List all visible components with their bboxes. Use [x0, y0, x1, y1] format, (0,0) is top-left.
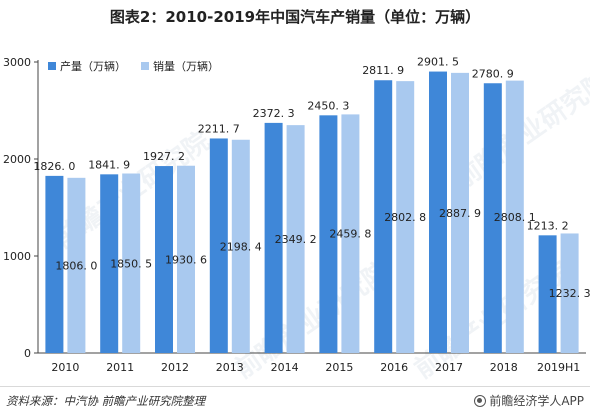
data-label-sales: 2802. 8: [384, 211, 426, 224]
legend-label: 产量（万辆）: [60, 59, 126, 73]
x-tick-label: 2019H1: [537, 361, 580, 374]
bar-sales: [341, 114, 360, 353]
data-label-production: 1841. 9: [88, 158, 130, 171]
data-label-sales: 2887. 9: [439, 207, 481, 220]
x-tick-label: 2017: [435, 361, 463, 374]
x-tick-label: 2015: [325, 361, 353, 374]
data-label-production: 1927. 2: [143, 150, 185, 163]
qianzhan-logo-icon: [474, 394, 487, 407]
bar-sales: [177, 165, 195, 353]
bar-production: [209, 138, 228, 353]
data-label-production: 1826. 0: [33, 160, 75, 173]
data-label-sales: 2198. 4: [220, 240, 262, 253]
bar-sales: [122, 173, 141, 353]
x-tick-label: 2013: [216, 361, 244, 374]
legend-label: 销量（万辆）: [153, 59, 219, 73]
x-tick-label: 2010: [51, 361, 79, 374]
legend-swatch: [48, 62, 56, 70]
data-label-production: 1213. 2: [527, 219, 569, 232]
x-tick-label: 2014: [271, 361, 299, 374]
bar-production: [45, 175, 64, 353]
bar-sales: [505, 80, 524, 353]
data-label-sales: 2349. 2: [275, 233, 317, 246]
data-label-production: 2780. 9: [472, 67, 514, 80]
bar-chart: 0 1000 2000 3000 1826. 0 1806. 0 2010 1841. 9 18…: [3, 56, 590, 374]
x-tick-label: 2012: [161, 361, 189, 374]
bar-sales: [396, 81, 415, 353]
bar-production: [100, 174, 119, 353]
data-label-production: 2811. 9: [362, 64, 404, 77]
bar-production: [429, 71, 447, 353]
legend-swatch: [141, 62, 149, 70]
bar-production: [374, 80, 393, 353]
data-label-production: 2901. 5: [417, 56, 459, 69]
bar-sales: [67, 177, 86, 353]
bar-sales: [231, 139, 250, 353]
bar-sales: [451, 72, 469, 353]
brand-text: 前瞻经济学人APP: [489, 394, 584, 408]
data-label-sales: 1232. 3: [549, 287, 590, 300]
y-tick-label: 2000: [3, 153, 31, 166]
x-tick-label: 2011: [106, 361, 134, 374]
data-label-sales: 2459. 8: [329, 228, 371, 241]
bar-sales: [286, 125, 305, 354]
data-label-production: 2450. 3: [307, 99, 349, 112]
x-tick-label: 2016: [380, 361, 408, 374]
bar-production: [538, 235, 557, 353]
source-note: 资料来源：中汽协 前瞻产业研究院整理: [6, 394, 206, 408]
data-label-sales: 2808. 1: [494, 211, 536, 224]
y-tick-label: 1000: [3, 250, 31, 263]
bar-sales: [560, 233, 579, 353]
data-label-sales: 1850. 5: [110, 257, 152, 270]
data-label-sales: 1930. 6: [165, 253, 207, 266]
brand-label[interactable]: 前瞻经济学人APP: [474, 392, 584, 409]
y-tick-label: 3000: [3, 56, 31, 69]
bar-production: [319, 115, 338, 354]
x-tick-label: 2018: [490, 361, 518, 374]
bar-production: [155, 166, 173, 353]
data-label-sales: 1806. 0: [55, 259, 97, 272]
bar-production: [264, 122, 283, 353]
y-tick-label: 0: [24, 347, 31, 360]
bar-production: [483, 83, 502, 354]
footer-divider: [0, 386, 590, 387]
chart-title: 图表2：2010-2019年中国汽车产销量（单位：万辆）: [109, 8, 481, 26]
data-label-production: 2211. 7: [198, 122, 240, 135]
data-label-production: 2372. 3: [253, 107, 295, 120]
